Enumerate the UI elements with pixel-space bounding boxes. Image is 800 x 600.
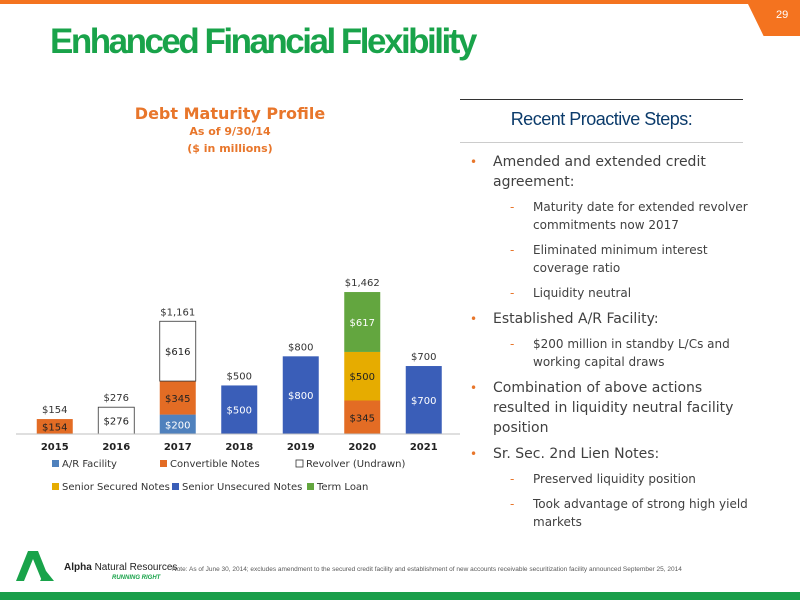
bar-2017-convertible-notes <box>159 381 196 415</box>
data-label-2020-senior-secured-notes: $500 <box>350 372 375 383</box>
data-label-2020-convertible-notes: $345 <box>350 413 375 424</box>
chart-title: Debt Maturity Profile <box>134 104 326 123</box>
bar-2020-convertible-notes <box>344 400 381 434</box>
legend-label-revolver-undrawn: Revolver (Undrawn) <box>306 459 405 470</box>
steps-top-rule <box>460 99 743 100</box>
alpha-a-logo-icon <box>16 551 54 581</box>
bar-2018-senior-unsecured-notes <box>221 385 258 434</box>
legend-swatch-revolver-undrawn <box>295 459 304 468</box>
legend-label-term-loan: Term Loan <box>316 482 368 493</box>
legend-swatch-a-r-facility <box>52 460 59 467</box>
data-label-2015-convertible-notes: $154 <box>42 423 67 434</box>
bottom-accent-bar <box>0 592 800 600</box>
steps-bottom-rule <box>460 142 743 143</box>
step-sub-bullet: Preserved liquidity position <box>510 470 755 488</box>
bar-2016-revolver-undrawn <box>97 406 135 435</box>
bar-2020-senior-secured-notes <box>344 351 381 401</box>
legend-label-a-r-facility: A/R Facility <box>62 459 117 470</box>
x-tick-label-2015: 2015 <box>41 442 69 453</box>
total-label-2020: $1,462 <box>345 278 380 289</box>
bar-2015-convertible-notes <box>36 419 73 434</box>
step-bullet: Amended and extended credit agreement: <box>470 152 755 192</box>
step-sub-bullet: $200 million in standby L/Cs and working… <box>510 335 755 371</box>
steps-title: Recent Proactive Steps: <box>510 109 693 129</box>
bar-2017-revolver-undrawn <box>159 320 197 382</box>
step-sub-bullet: Liquidity neutral <box>510 284 755 302</box>
step-sub-bullet: Took advantage of strong high yield mark… <box>510 495 755 531</box>
step-bullet: Sr. Sec. 2nd Lien Notes: <box>470 444 755 464</box>
x-tick-label-2016: 2016 <box>102 442 130 453</box>
legend-swatch-term-loan <box>307 483 314 490</box>
step-bullet: Combination of above actions resulted in… <box>470 378 755 438</box>
step-bullet: Established A/R Facility: <box>470 309 755 329</box>
x-tick-label-2020: 2020 <box>348 442 376 453</box>
legend-label-senior-secured-notes: Senior Secured Notes <box>62 482 170 493</box>
bar-2017-a-r-facility <box>159 414 196 434</box>
step-sub-bullet: Eliminated minimum interest coverage rat… <box>510 241 755 277</box>
company-name-rest: Natural Resources <box>94 562 178 573</box>
data-label-2017-revolver-undrawn: $616 <box>165 347 190 358</box>
total-label-2019: $800 <box>288 342 313 353</box>
data-label-2016-revolver-undrawn: $276 <box>104 417 129 428</box>
x-tick-label-2021: 2021 <box>410 442 438 453</box>
page-number-tab <box>748 4 800 36</box>
company-name-bold: Alpha <box>64 562 92 573</box>
bar-2021-senior-unsecured-notes <box>405 366 442 434</box>
steps-list: Amended and extended credit agreement: M… <box>470 152 755 538</box>
legend-swatch-senior-unsecured-notes <box>172 483 179 490</box>
data-label-2021-senior-unsecured-notes: $700 <box>411 396 436 407</box>
chart-subtitle-date: As of 9/30/14 <box>189 125 271 138</box>
page-number: 29 <box>776 9 789 21</box>
x-tick-label-2019: 2019 <box>287 442 315 453</box>
total-label-2021: $700 <box>411 352 436 363</box>
total-label-2015: $154 <box>42 405 67 416</box>
legend-swatch-convertible-notes <box>160 460 167 467</box>
x-tick-label-2018: 2018 <box>225 442 253 453</box>
chart-subtitle-units: ($ in millions) <box>187 142 273 155</box>
bar-2019-senior-unsecured-notes <box>282 356 319 434</box>
step-sub-bullet: Maturity date for extended revolver comm… <box>510 198 755 234</box>
legend-swatch-senior-secured-notes <box>52 483 59 490</box>
slide-title: Enhanced Financial Flexibility <box>50 22 477 61</box>
data-label-2017-a-r-facility: $200 <box>165 420 190 431</box>
debt-maturity-chart: $154 2015 $276 2016 $1,161 2017 $500 2018 $800 20… <box>16 278 460 493</box>
legend-label-convertible-notes: Convertible Notes <box>170 459 260 470</box>
total-label-2017: $1,161 <box>160 307 195 318</box>
company-tagline: RUNNING RIGHT <box>112 575 161 581</box>
bar-2020-term-loan <box>344 292 381 352</box>
total-label-2018: $500 <box>227 371 252 382</box>
top-accent-bar <box>0 0 800 4</box>
data-label-2018-senior-unsecured-notes: $500 <box>227 406 252 417</box>
data-label-2017-convertible-notes: $345 <box>165 394 190 405</box>
x-tick-label-2017: 2017 <box>164 442 192 453</box>
data-label-2019-senior-unsecured-notes: $800 <box>288 391 313 402</box>
footnote: Note: As of June 30, 2014; excludes amen… <box>172 566 682 573</box>
total-label-2016: $276 <box>104 393 129 404</box>
data-label-2020-term-loan: $617 <box>350 318 375 329</box>
company-name: Alpha Natural Resources <box>64 562 177 573</box>
legend-label-senior-unsecured-notes: Senior Unsecured Notes <box>182 482 302 493</box>
